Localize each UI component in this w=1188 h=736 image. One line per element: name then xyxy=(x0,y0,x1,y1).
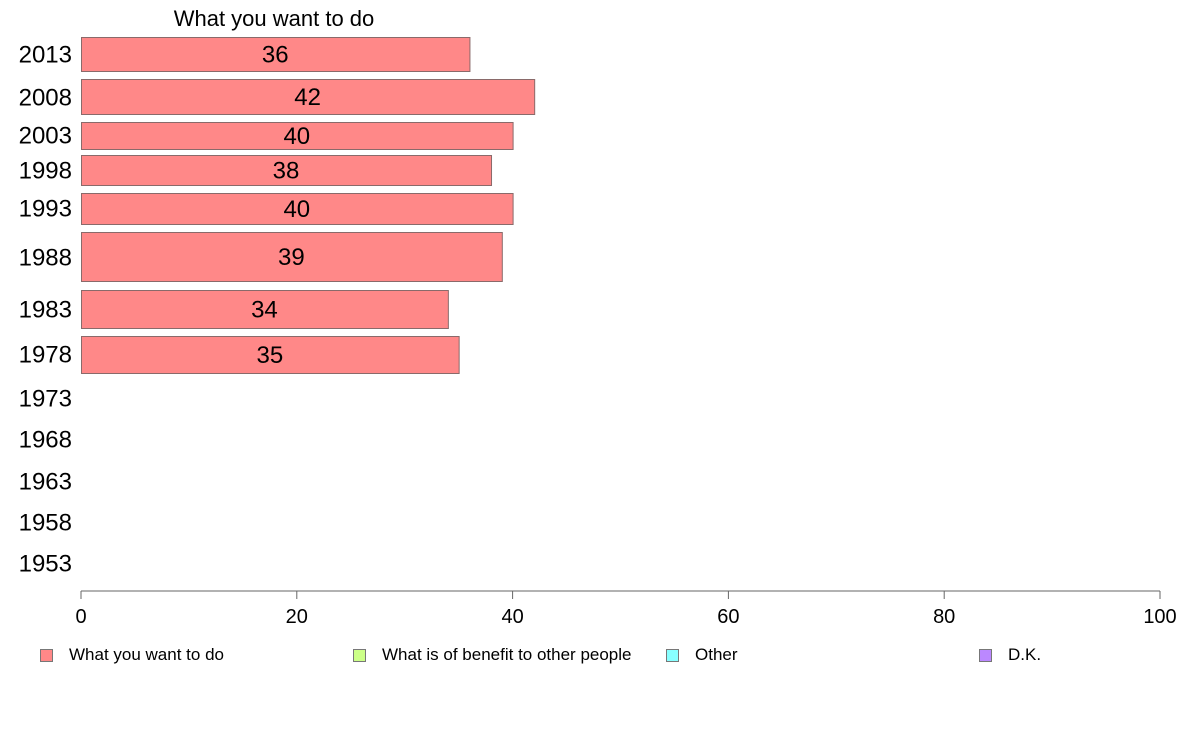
bar-1983 xyxy=(81,290,449,329)
category-label-1953: 1953 xyxy=(19,551,72,578)
x-tick-label-40: 40 xyxy=(501,606,523,628)
bar-chart: What you want to do 2013 36 2008 42 2003 40 199… xyxy=(19,6,1177,628)
legend-item-other: Other xyxy=(666,645,738,665)
data-label-1983: 34 xyxy=(251,297,278,324)
category-label-1983: 1983 xyxy=(19,297,72,324)
bar-2013 xyxy=(81,37,471,72)
bar-2008 xyxy=(81,79,536,115)
data-label-2003: 40 xyxy=(283,123,310,150)
x-tick-label-100: 100 xyxy=(1143,606,1176,628)
x-tick-label-0: 0 xyxy=(75,606,86,628)
category-label-1958: 1958 xyxy=(19,510,72,537)
data-label-2008: 42 xyxy=(294,84,321,111)
category-label-1973: 1973 xyxy=(19,386,72,413)
category-label-2003: 2003 xyxy=(19,123,72,150)
category-label-1993: 1993 xyxy=(19,196,72,223)
legend-label-dk: D.K. xyxy=(1008,645,1042,664)
legend-swatch-benefit xyxy=(353,648,366,662)
bar-1993 xyxy=(81,193,514,225)
data-label-1998: 38 xyxy=(273,158,300,185)
legend: What you want to do What is of benefit t… xyxy=(0,645,1188,669)
legend-swatch-dk xyxy=(979,648,992,662)
category-label-2008: 2008 xyxy=(19,85,72,112)
x-tick-label-60: 60 xyxy=(717,606,739,628)
data-label-1978: 35 xyxy=(256,342,283,369)
legend-label-benefit: What is of benefit to other people xyxy=(382,645,632,664)
x-tick-label-20: 20 xyxy=(286,606,308,628)
category-label-1968: 1968 xyxy=(19,427,72,454)
legend-label-other: Other xyxy=(695,645,738,664)
data-label-1988: 39 xyxy=(278,244,305,271)
legend-item-dk: D.K. xyxy=(979,645,1041,665)
category-label-1978: 1978 xyxy=(19,342,72,369)
category-label-1963: 1963 xyxy=(19,469,72,496)
legend-swatch-want xyxy=(40,648,53,662)
data-label-2013: 36 xyxy=(262,42,289,69)
bar-1988 xyxy=(81,232,503,282)
legend-item-want: What you want to do xyxy=(40,645,224,665)
legend-item-benefit: What is of benefit to other people xyxy=(353,645,632,665)
x-tick-label-80: 80 xyxy=(933,606,955,628)
bar-1998 xyxy=(81,155,493,186)
legend-label-want: What you want to do xyxy=(69,645,224,664)
category-label-2013: 2013 xyxy=(19,42,72,69)
bar-1978 xyxy=(81,336,460,374)
bar-2003 xyxy=(81,122,514,150)
category-label-1998: 1998 xyxy=(19,158,72,185)
category-label-1988: 1988 xyxy=(19,245,72,272)
chart-title: What you want to do xyxy=(174,6,375,31)
data-label-1993: 40 xyxy=(283,196,310,223)
legend-swatch-other xyxy=(666,648,679,662)
